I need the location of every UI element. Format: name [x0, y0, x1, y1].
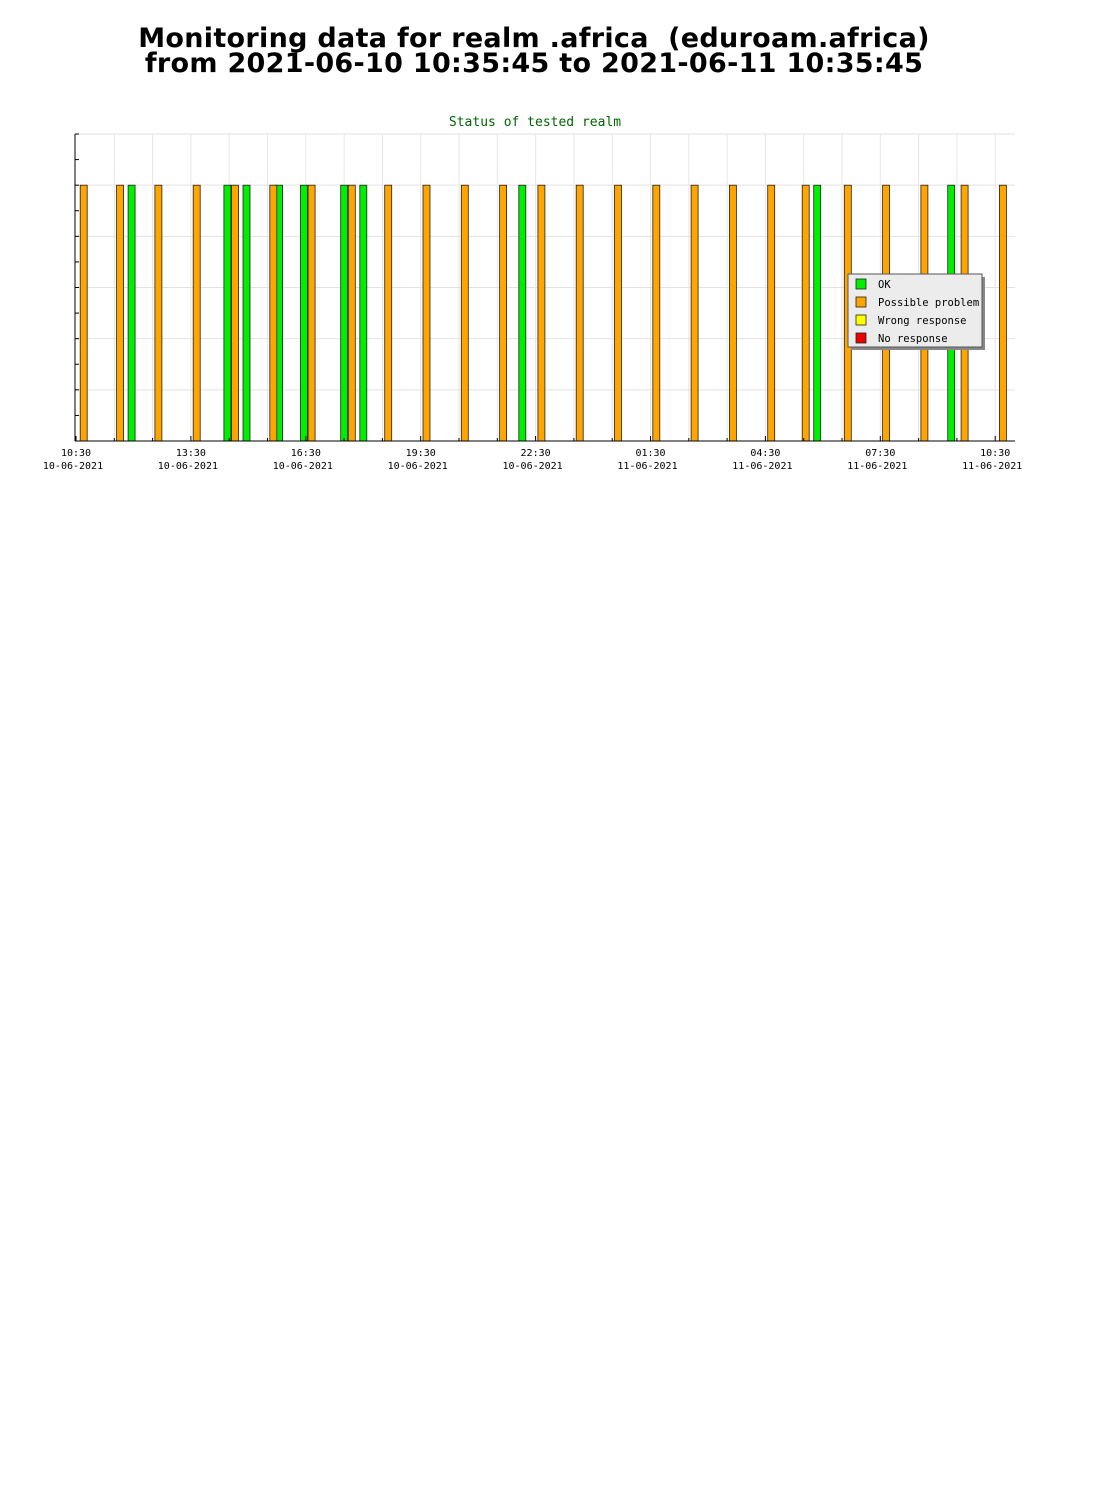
bar-possible-problem — [116, 184, 124, 442]
bar-possible-problem — [801, 184, 810, 442]
bar-possible-problem — [79, 184, 88, 442]
bar-possible-problem — [231, 184, 239, 442]
bar-possible-problem — [614, 184, 622, 442]
x-tick-date: 11-06-2021 — [847, 461, 907, 472]
bar-possible-problem — [690, 184, 699, 442]
bar-ok — [813, 184, 822, 442]
legend-label: No response — [878, 333, 948, 345]
x-tick-date: 10-06-2021 — [502, 461, 562, 472]
bar-possible-problem — [537, 184, 546, 442]
page-title-line-2: from 2021-06-10 10:35:45 to 2021-06-11 1… — [144, 48, 924, 79]
x-tick-label: 07:30 11-06-2021 — [847, 448, 907, 472]
bar-possible-problem — [384, 184, 393, 442]
bar-ok — [242, 184, 251, 442]
bar-ok — [127, 184, 136, 442]
x-tick-label: 19:30 10-06-2021 — [388, 448, 448, 472]
bar-ok — [223, 184, 232, 442]
bar-possible-problem — [307, 184, 316, 442]
legend: OK Possible problem Wrong response No respo… — [847, 273, 985, 350]
bar-possible-problem — [192, 184, 201, 442]
x-tick-time: 10:30 — [980, 448, 1010, 459]
legend-swatch — [855, 278, 867, 290]
x-tick-time: 13:30 — [176, 448, 206, 459]
bar-ok — [300, 184, 308, 442]
bar-ok — [359, 184, 368, 442]
x-tick-date: 10-06-2021 — [273, 461, 333, 472]
x-tick-time: 10:30 — [61, 448, 91, 459]
x-tick-time: 16:30 — [291, 448, 321, 459]
axes-group — [74, 133, 1015, 442]
legend-swatch — [855, 296, 867, 308]
bar-possible-problem — [767, 184, 776, 442]
bar-possible-problem — [269, 184, 278, 442]
x-tick-label: 13:30 10-06-2021 — [158, 448, 218, 472]
x-tick-time: 22:30 — [521, 448, 551, 459]
legend-label: OK — [878, 279, 891, 291]
x-tick-date: 10-06-2021 — [158, 461, 218, 472]
page-title-line-1: Monitoring data for realm .africa (eduro… — [138, 23, 930, 54]
x-tick-label: 22:30 10-06-2021 — [502, 448, 562, 472]
bar-possible-problem — [999, 184, 1007, 442]
x-tick-label: 10:30 11-06-2021 — [962, 448, 1022, 472]
x-tick-date: 11-06-2021 — [732, 461, 792, 472]
x-tick-time: 04:30 — [750, 448, 780, 459]
bar-possible-problem — [154, 184, 163, 442]
legend-box — [847, 273, 983, 348]
bar-possible-problem — [460, 184, 469, 442]
x-tick-date: 10-06-2021 — [388, 461, 448, 472]
page-title: Monitoring data for realm .africa (eduro… — [0, 23, 1068, 79]
x-tick-date: 11-06-2021 — [617, 461, 677, 472]
x-tick-date: 10-06-2021 — [43, 461, 103, 472]
bar-possible-problem — [422, 184, 431, 442]
legend-swatch — [855, 314, 867, 326]
bar-possible-problem — [499, 184, 508, 442]
x-tick-time: 19:30 — [406, 448, 436, 459]
bar-possible-problem — [347, 184, 356, 442]
x-tick-label: 01:30 11-06-2021 — [617, 448, 677, 472]
chart-title: Status of tested realm — [449, 115, 621, 130]
x-tick-labels: 10:30 10-06-2021 13:30 10-06-2021 16:30 10-06… — [43, 448, 1022, 472]
x-tick-label: 04:30 11-06-2021 — [732, 448, 792, 472]
legend-label: Possible problem — [878, 297, 979, 309]
status-chart: Status of tested realm 10:3010-06-202113… — [43, 115, 1022, 472]
bar-ok — [340, 184, 349, 442]
x-tick-label: 16:30 10-06-2021 — [273, 448, 333, 472]
legend-label: Wrong response — [878, 315, 967, 327]
x-tick-time: 07:30 — [865, 448, 895, 459]
x-tick-label: 10:30 10-06-2021 — [43, 448, 103, 472]
x-tick-time: 01:30 — [635, 448, 665, 459]
bar-ok — [518, 184, 527, 442]
bar-possible-problem — [575, 184, 584, 442]
bar-possible-problem — [652, 184, 661, 442]
legend-swatch — [855, 332, 867, 344]
x-tick-date: 11-06-2021 — [962, 461, 1022, 472]
bar-possible-problem — [729, 184, 737, 442]
